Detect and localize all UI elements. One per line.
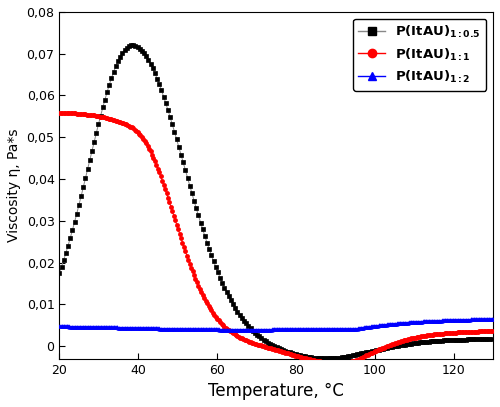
Y-axis label: Viscosity η, Pa*s: Viscosity η, Pa*s xyxy=(7,129,21,242)
Legend: $\bf{P(ItAU)}$$\bf{_{1:0.5}}$, $\bf{P(ItAU)}$$\bf{_{1:1}}$, $\bf{P(ItAU)}$$\bf{_: $\bf{P(ItAU)}$$\bf{_{1:0.5}}$, $\bf{P(It… xyxy=(353,19,486,91)
X-axis label: Temperature, °C: Temperature, °C xyxy=(208,382,344,400)
